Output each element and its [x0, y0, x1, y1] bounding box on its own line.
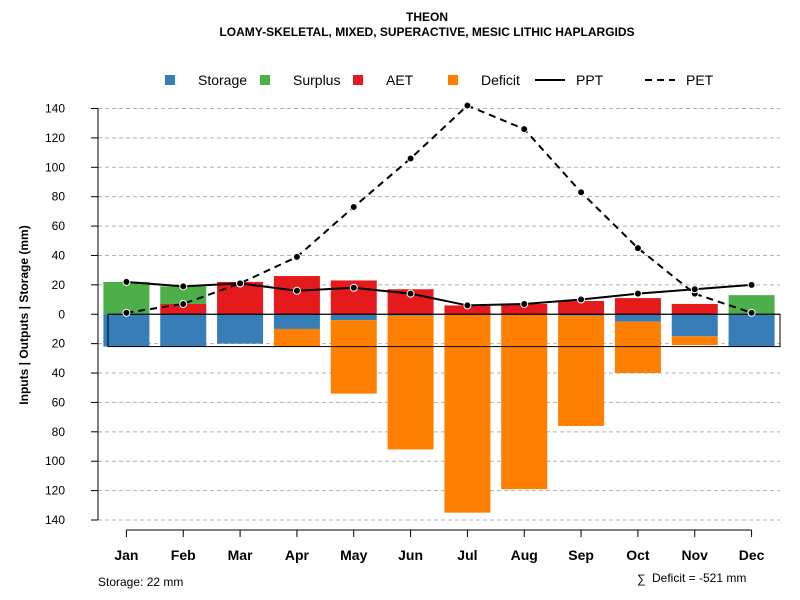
storage-bar	[217, 314, 264, 344]
x-tick-label: Jul	[457, 547, 477, 563]
aet-bar	[614, 298, 661, 315]
lines-layer	[122, 101, 756, 317]
ppt-point	[747, 280, 756, 289]
chart-subtitle: LOAMY-SKELETAL, MIXED, SUPERACTIVE, MESI…	[219, 25, 634, 39]
y-tick-label: 40	[52, 248, 66, 262]
aet-bar	[444, 305, 491, 315]
storage-bar	[273, 314, 320, 329]
y-tick-label: 20	[52, 278, 66, 292]
pet-point	[577, 188, 586, 197]
y-tick-label: 0	[58, 307, 65, 321]
aet-bar	[501, 303, 548, 315]
y-tick-label: 20	[52, 337, 66, 351]
x-tick-label: Feb	[171, 547, 196, 563]
deficit-bar	[273, 328, 320, 347]
x-tick-label: Oct	[626, 547, 650, 563]
y-tick-label: 100	[45, 160, 65, 174]
ppt-point	[292, 286, 301, 295]
ppt-point	[349, 283, 358, 292]
pet-point	[520, 125, 529, 134]
x-tick-label: Jun	[398, 547, 423, 563]
legend-label-surplus: Surplus	[293, 72, 340, 88]
aet-bar	[671, 303, 718, 315]
y-tick-label: 40	[52, 366, 66, 380]
chart-legend: Storage Surplus AET Deficit PPT PET	[165, 72, 714, 88]
deficit-bar	[330, 320, 377, 394]
pet-point	[747, 308, 756, 317]
x-tick-label: Dec	[739, 547, 765, 563]
deficit-total-note: Deficit = -521 mm	[652, 571, 746, 585]
pet-point	[633, 244, 642, 253]
legend-label-storage: Storage	[198, 72, 247, 88]
ppt-point	[236, 279, 245, 288]
axes-layer: 140 120 100 80 60 40 20 0 20 40 60 80 100 120 140 Jan Fe…	[45, 102, 765, 564]
deficit-sum-symbol: ∑	[637, 572, 646, 586]
y-tick-label: 120	[45, 131, 65, 145]
x-tick-label: Nov	[682, 547, 709, 563]
legend-label-ppt: PPT	[576, 72, 604, 88]
storage-bar	[614, 314, 661, 322]
pet-point	[349, 202, 358, 211]
ppt-point	[633, 289, 642, 298]
ppt-point	[520, 299, 529, 308]
legend-swatch-surplus	[260, 75, 270, 85]
storage-bar	[728, 314, 775, 347]
y-tick-label: 60	[52, 395, 66, 409]
y-tick-label: 140	[45, 513, 65, 527]
pet-point	[463, 101, 472, 110]
ppt-point	[463, 301, 472, 310]
storage-bar	[103, 314, 150, 347]
x-tick-label: Apr	[285, 547, 310, 563]
aet-bar	[160, 303, 207, 315]
deficit-bar	[671, 336, 718, 346]
ppt-point	[577, 295, 586, 304]
deficit-bar	[558, 315, 605, 426]
pet-point	[122, 308, 131, 317]
storage-bar	[558, 314, 605, 316]
pet-line	[126, 104, 752, 314]
y-tick-label: 120	[45, 484, 65, 498]
storage-bar	[671, 314, 718, 337]
legend-label-aet: AET	[386, 72, 414, 88]
ppt-point	[690, 285, 699, 294]
y-tick-label: 80	[52, 190, 66, 204]
deficit-bar	[387, 315, 434, 450]
deficit-bar	[614, 321, 661, 374]
storage-bar	[387, 314, 434, 316]
y-axis-label: Inputs | Outputs | Storage (mm)	[17, 225, 31, 404]
ppt-point	[179, 282, 188, 291]
legend-swatch-aet	[353, 75, 363, 85]
surplus-bar	[160, 286, 207, 304]
pet-point	[179, 299, 188, 308]
y-tick-label: 80	[52, 425, 66, 439]
storage-note: Storage: 22 mm	[98, 575, 183, 589]
pet-point	[406, 154, 415, 163]
legend-swatch-deficit	[448, 75, 458, 85]
chart-title: THEON	[406, 10, 448, 24]
legend-label-deficit: Deficit	[481, 72, 520, 88]
y-tick-label: 60	[52, 219, 66, 233]
deficit-bar	[444, 314, 491, 513]
aet-bar	[273, 276, 320, 315]
deficit-bar	[501, 314, 548, 490]
x-tick-label: Mar	[228, 547, 253, 563]
x-tick-label: Sep	[568, 547, 594, 563]
legend-label-pet: PET	[686, 72, 714, 88]
ppt-point	[406, 289, 415, 298]
x-tick-label: Aug	[511, 547, 538, 563]
y-tick-label: 140	[45, 102, 65, 116]
x-tick-label: May	[340, 547, 367, 563]
y-tick-label: 100	[45, 454, 65, 468]
pet-point	[292, 252, 301, 261]
bars-layer	[103, 276, 781, 513]
legend-swatch-storage	[165, 75, 175, 85]
storage-bar	[330, 314, 377, 321]
ppt-line	[126, 280, 752, 307]
x-tick-label: Jan	[114, 547, 138, 563]
storage-bar	[160, 314, 207, 347]
ppt-point	[122, 277, 131, 286]
surplus-bar	[728, 295, 775, 315]
aet-bar	[558, 301, 605, 315]
